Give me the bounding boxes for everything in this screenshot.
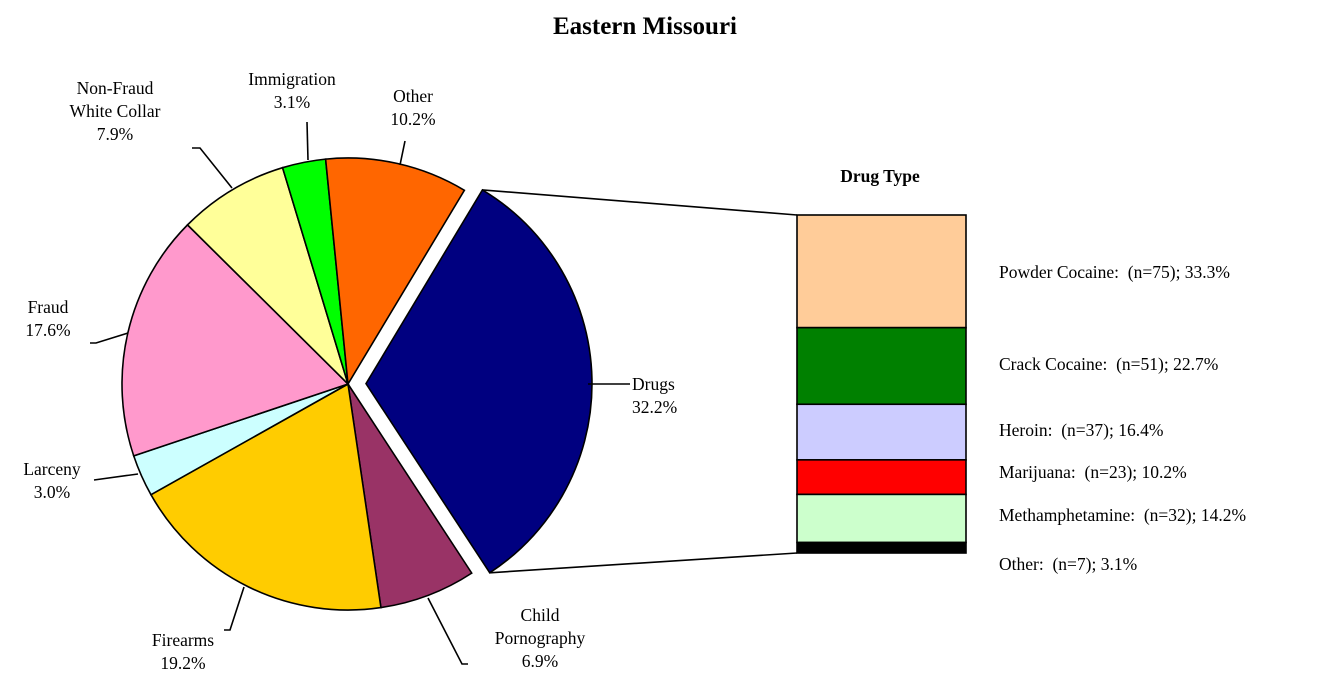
leader-line-fraud [90, 332, 129, 344]
pie-label-larceny: Larceny 3.0% [23, 459, 81, 502]
pie-slice-firearms [149, 382, 382, 611]
leader-line-firearms [224, 586, 245, 631]
leader-line-larceny [93, 473, 139, 481]
pie-slices [121, 157, 593, 611]
pie-label-drugs: Drugs 32.2% [632, 374, 677, 417]
leader-line-child-pornography [427, 597, 468, 665]
bar-segment-other [796, 541, 967, 554]
breakdown-bar [796, 214, 967, 554]
leader-line-other [399, 140, 406, 166]
pie-slice-non-fraud-white-collar [186, 166, 349, 385]
breakdown-connector-lines [482, 189, 798, 574]
bar-label-powder-cocaine: Powder Cocaine: (n=75); 33.3% [999, 262, 1230, 282]
breakdown-labels: Powder Cocaine: (n=75); 33.3% Crack Cocai… [999, 262, 1246, 574]
pie-label-child-pornography: Child Pornography 6.9% [495, 605, 586, 671]
bar-segment-powder-cocaine [796, 214, 967, 329]
bar-label-marijuana: Marijuana: (n=23); 10.2% [999, 462, 1187, 482]
bar-segment-heroin [796, 403, 967, 461]
bar-segment-crack-cocaine [796, 326, 967, 406]
bar-label-heroin: Heroin: (n=37); 16.4% [999, 420, 1163, 440]
bar-label-crack-cocaine: Crack Cocaine: (n=51); 22.7% [999, 354, 1218, 374]
connector-line-bottom [489, 552, 798, 574]
bar-segment-marijuana [796, 459, 967, 496]
connector-line-top [482, 189, 798, 216]
pie-label-non-fraud-white-collar: Non-Fraud White Collar 7.9% [70, 78, 161, 144]
bar-segment-methamphetamine [796, 493, 967, 544]
pie-label-other: Other 10.2% [390, 86, 435, 129]
pie-label-firearms: Firearms 19.2% [152, 630, 214, 673]
pie-label-fraud: Fraud 17.6% [25, 297, 70, 340]
pie-slice-drugs [365, 188, 593, 574]
leader-line-non-fraud-white-collar [192, 147, 233, 189]
chart-title: Eastern Missouri [553, 13, 737, 40]
pie-slice-other [324, 157, 466, 387]
leader-line-immigration [306, 121, 309, 161]
breakdown-title: Drug Type [840, 166, 920, 186]
pie-label-immigration: Immigration 3.1% [248, 69, 336, 112]
pie-labels: Drugs 32.2% Child Pornography 6.9% Firearms 19… [23, 69, 677, 673]
bar-label-other: Other: (n=7); 3.1% [999, 554, 1137, 574]
bar-label-methamphetamine: Methamphetamine: (n=32); 14.2% [999, 505, 1246, 525]
